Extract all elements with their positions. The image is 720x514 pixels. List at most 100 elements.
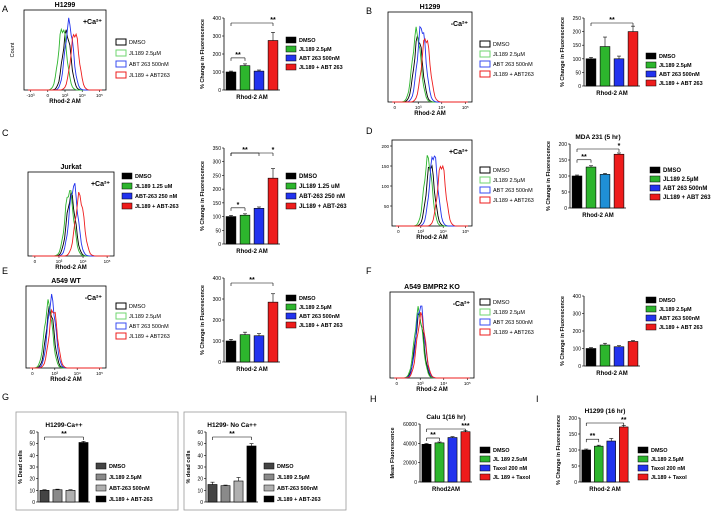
- legend: DMSO JL189 2.5µM ABT 263 500nM JL189 + ABT …: [285, 36, 343, 71]
- bar: [613, 58, 625, 87]
- panel-letter: F: [366, 266, 372, 276]
- histogram-title: A549 BMPR2 KO: [404, 284, 460, 291]
- bar: [267, 177, 279, 245]
- y-tick-label: 350: [213, 146, 222, 152]
- legend-label: JL189 1.25 uM: [135, 184, 173, 190]
- legend-label: JL189 2.5µM: [129, 314, 161, 320]
- y-tick-label: 50: [197, 442, 203, 448]
- legend-swatch: [479, 196, 491, 204]
- bar: [613, 153, 625, 209]
- bar: [239, 334, 251, 363]
- y-tick-label: 300: [213, 297, 222, 303]
- y-tick-label: 100: [213, 215, 222, 221]
- y-tick-label: 40000: [403, 441, 417, 447]
- y-axis-label: % Change in Fluorescence: [200, 161, 206, 231]
- legend: DMSO JL189 2.5µM ABT 263 500nM JL189 + ABT …: [649, 166, 711, 201]
- x-tick-label: 10⁴: [74, 371, 81, 376]
- legend-label: DMSO: [299, 296, 316, 302]
- x-tick-label: 10³: [418, 229, 425, 234]
- y-tick-label: 400: [573, 294, 582, 300]
- legend-label: DMSO: [299, 38, 316, 44]
- legend: DMSO JL189 2.5µM ABT 263 500nM JL189 + ABT …: [645, 296, 703, 331]
- legend-label: DMSO: [659, 298, 676, 304]
- histogram-curve: [32, 190, 110, 257]
- y-tick-label: 50: [575, 70, 581, 76]
- y-axis-label: % Change in Fluorescence: [560, 17, 566, 87]
- histogram-title: A549 WT: [51, 278, 81, 285]
- legend-label: DMSO: [663, 168, 681, 174]
- legend-label: DMSO: [129, 40, 146, 46]
- legend-label: ABT 263 500nM: [663, 186, 707, 192]
- x-tick-label: 0: [393, 105, 396, 110]
- bar: [239, 65, 251, 91]
- legend-label: ABT 263 500nM: [129, 62, 169, 68]
- legend-label: Taxol 200 nM: [651, 466, 686, 472]
- y-axis-label: % Change in Fluorescence: [556, 415, 562, 485]
- bar: [619, 426, 629, 483]
- bar-chart: 0 10 20 30 40 50 60 H1299-Ca++ % Dead cells **: [18, 422, 90, 506]
- y-tick-label: 100: [569, 448, 578, 454]
- y-tick-label: 100: [213, 339, 222, 345]
- x-tick-label: 10³: [56, 259, 63, 264]
- calcium-condition: +Ca²⁺: [83, 19, 102, 26]
- legend-swatch: [285, 63, 297, 71]
- legend-swatch: [649, 166, 661, 174]
- x-tick-label: 10⁴: [440, 229, 447, 234]
- calcium-condition: -Ca²⁺: [451, 21, 469, 28]
- y-tick-label: 200: [559, 142, 568, 148]
- bar-chart: 0 100 200 300 400 % Change in Fluorescence Rho…: [200, 16, 280, 101]
- histogram-panel: A549 BMPR2 KO -Ca²⁺ Rhod-2 AM 0 10³ 10⁴ 10⁵: [389, 284, 475, 393]
- subplot-frame: [15, 411, 179, 511]
- x-tick-label: 10³: [417, 381, 424, 386]
- bar: [434, 442, 445, 483]
- x-tick-label: 10⁵: [96, 93, 103, 98]
- histogram-curve: [32, 190, 110, 257]
- y-tick-label: 50: [384, 204, 390, 209]
- y-tick-label: 40: [197, 453, 203, 459]
- legend-swatch: [645, 296, 657, 304]
- legend-swatch: [121, 192, 133, 200]
- legend-swatch: [645, 305, 657, 313]
- x-axis-label: Rhod-2 AM: [596, 91, 627, 97]
- legend-label: JL189 2.5µM: [663, 177, 698, 183]
- y-tick-label: 300: [213, 34, 222, 40]
- bar: [207, 484, 218, 503]
- legend-swatch: [115, 332, 127, 340]
- histogram-panel: H1299 -Ca²⁺ Rhod-2 AM 0 10³ 10⁴ 10⁵: [387, 4, 473, 117]
- y-tick-label: 50: [29, 442, 35, 448]
- legend-label: ABT 263 500nM: [493, 320, 533, 326]
- bar: [571, 175, 583, 209]
- significance-marker: **: [621, 417, 627, 424]
- y-tick-label: 150: [213, 201, 222, 207]
- legend: DMSO JL189 2.5µM ABT-263 500nM JL189 + ABT-…: [263, 462, 321, 503]
- legend-label: DMSO: [493, 168, 510, 174]
- histogram-xlabel: Rhod-2 AM: [416, 235, 447, 241]
- legend-swatch: [285, 36, 297, 44]
- legend-label: JL189 2.5µM: [299, 305, 332, 311]
- histogram-title: Jurkat: [60, 164, 82, 171]
- histogram-curve: [394, 305, 470, 379]
- bar: [225, 340, 237, 363]
- legend-swatch: [263, 473, 275, 481]
- y-tick-label: 20: [197, 477, 203, 483]
- legend-swatch: [263, 484, 275, 492]
- legend-label: JL189 2.5µM: [651, 457, 684, 463]
- legend-label: ABT 263 500nM: [659, 316, 700, 322]
- y-tick-label: 20000: [403, 461, 417, 467]
- histogram-xlabel: Rhod-2 AM: [416, 387, 447, 393]
- legend-label: JL189 + ABT263: [129, 73, 170, 79]
- chart-title: MDA 231 (5 hr): [575, 134, 620, 141]
- legend-swatch: [645, 52, 657, 60]
- histogram-curve: [394, 312, 470, 379]
- y-tick-label: 40: [29, 453, 35, 459]
- significance-marker: **: [249, 277, 255, 284]
- legend-swatch: [479, 176, 491, 184]
- y-tick-label: 200: [569, 416, 578, 422]
- panel-letter: G: [2, 392, 9, 402]
- y-tick-label: 0: [218, 88, 221, 94]
- legend-swatch: [645, 70, 657, 78]
- legend: DMSO JL189 2.5µM ABT 263 500nM JL189 + ABT2…: [479, 166, 534, 204]
- y-axis-label: % Change in Fluorescence: [200, 285, 206, 355]
- bar: [599, 174, 611, 209]
